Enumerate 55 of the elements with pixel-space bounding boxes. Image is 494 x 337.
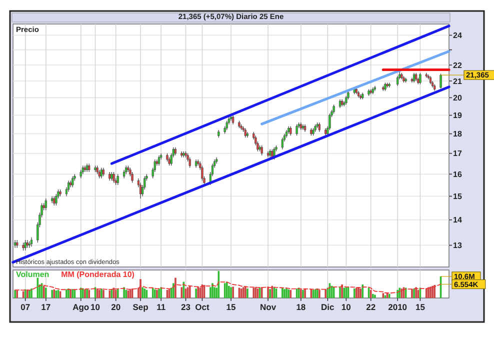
y-tick-label: 15 <box>453 192 462 202</box>
candlestick <box>419 72 422 85</box>
candlestick <box>296 124 298 136</box>
y-tick-label: 19 <box>453 111 462 120</box>
x-tick-label: 22 <box>366 302 376 312</box>
y-tick-label: 24 <box>453 31 462 40</box>
x-tick-label: 15 <box>415 302 426 312</box>
candlestick <box>232 114 234 125</box>
candlestick <box>281 137 284 150</box>
series-label: Volumen <box>16 270 50 279</box>
candlestick <box>328 113 331 130</box>
candlestick <box>290 126 292 136</box>
candlestick <box>28 241 31 248</box>
x-tick-label: 18 <box>296 302 306 312</box>
x-tick-label: 10 <box>341 302 352 312</box>
series-label: MM (Ponderada 10) <box>61 270 135 279</box>
y-tick-label: 22 <box>453 60 462 70</box>
x-tick-label: 23 <box>181 302 191 312</box>
candlestick <box>440 73 442 89</box>
candlestick <box>427 74 430 80</box>
y-tick-label: 17 <box>453 149 462 158</box>
y-tick-label: 20 <box>453 93 462 102</box>
y-tick-label: 18 <box>453 130 462 139</box>
candlestick <box>112 172 115 184</box>
candlestick <box>55 194 58 206</box>
candlestick <box>24 240 26 251</box>
x-tick-label: 11 <box>156 302 166 312</box>
candlestick <box>84 165 86 172</box>
candlestick <box>72 176 74 188</box>
candlestick <box>30 237 33 247</box>
y-tick-label: 21 <box>453 76 462 86</box>
y-tick-label: 13 <box>453 241 462 250</box>
x-tick-label: 17 <box>41 302 51 312</box>
candlestick <box>266 151 270 158</box>
y-tick-label: 16 <box>453 170 462 179</box>
candlestick <box>131 172 134 184</box>
x-tick-label: Nov <box>260 302 276 312</box>
candlestick <box>244 128 246 138</box>
y-tick-label: 14 <box>453 216 462 225</box>
x-tick-label: 15 <box>226 302 236 312</box>
x-tick-label: Ago <box>72 302 90 312</box>
x-tick-label: 2010 <box>388 302 408 312</box>
candlestick <box>139 182 142 199</box>
candlestick <box>201 165 204 181</box>
candlestick <box>396 76 399 86</box>
x-tick-label: Oct <box>195 302 210 312</box>
candlestick <box>302 124 304 130</box>
x-tick-label: 07 <box>20 302 30 312</box>
x-tick-label: 20 <box>111 302 121 312</box>
x-tick-label: Dic <box>321 302 335 312</box>
candlestick <box>226 120 228 130</box>
candlestick <box>53 196 56 206</box>
candlestick <box>188 157 191 168</box>
x-tick-label: 10 <box>90 302 100 312</box>
x-tick-label: Sep <box>132 302 148 312</box>
